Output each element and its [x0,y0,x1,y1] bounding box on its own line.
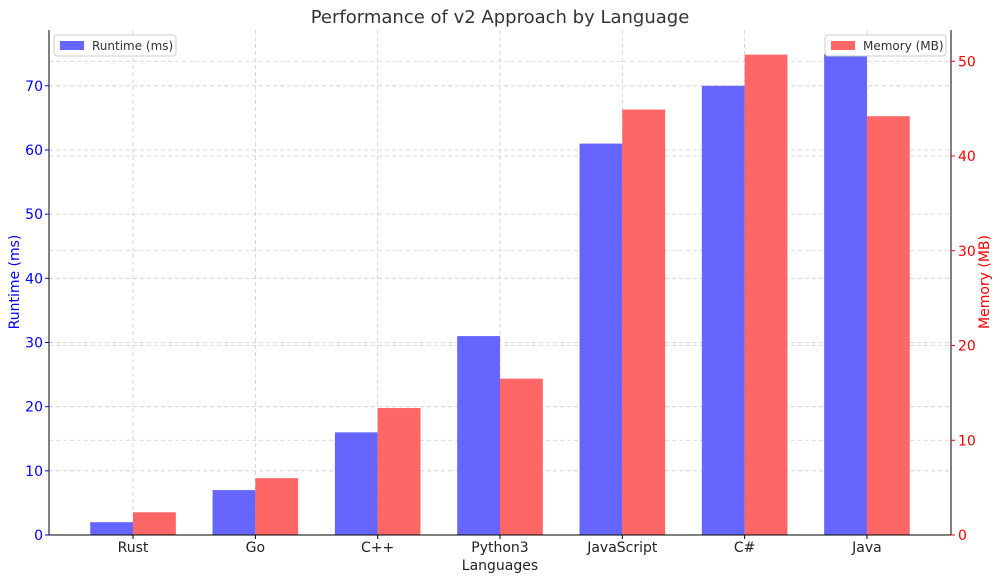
bar-runtime-javascript [579,143,623,535]
bar-runtime-c# [701,85,745,535]
y-tick-label: 30 [25,335,43,351]
y-tick-label: 0 [34,528,43,544]
x-tick-label: Python3 [471,540,528,556]
y2-tick-label: 50 [958,54,976,70]
y-tick-label: 40 [25,271,43,287]
y2-tick-label: 10 [958,433,976,449]
y2-tick-label: 0 [958,528,967,544]
legend-runtime: Runtime (ms) [53,34,177,57]
y2-tick-label: 40 [958,149,976,165]
bar-runtime-go [212,490,256,535]
y2-axis-label: Memory (MB) [977,235,993,329]
legend-memory: Memory (MB) [824,34,947,57]
x-tick-label: Go [246,540,265,556]
y-axis-label: Runtime (ms) [7,235,23,330]
y-tick-label: 20 [25,400,43,416]
legend-label-memory: Memory (MB) [863,39,944,53]
bar-memory-c# [744,54,788,535]
legend-swatch-runtime [60,41,84,50]
x-tick-label: Java [851,540,882,556]
y2-tick-label: 30 [958,244,976,260]
x-axis-label: Languages [462,558,538,574]
y-tick-label: 10 [25,464,43,480]
chart-title: Performance of v2 Approach by Language [311,7,690,28]
bar-runtime-java [824,53,867,535]
y-tick-label: 70 [25,79,43,95]
legend-label-runtime: Runtime (ms) [92,39,173,53]
bar-runtime-rust [90,522,134,535]
x-tick-label: C# [734,540,756,556]
bar-memory-rust [133,512,176,535]
bar-memory-java [866,116,910,535]
bar-memory-python3 [500,378,543,535]
y-tick-label: 60 [25,143,43,159]
y-tick-label: 50 [25,207,43,223]
bar-memory-c++ [377,408,421,535]
bar-memory-javascript [622,109,666,535]
bar-memory-go [255,478,299,535]
x-tick-label: JavaScript [586,540,658,556]
bar-runtime-c++ [334,432,378,535]
legend-swatch-memory [831,41,855,50]
y2-tick-label: 20 [958,339,976,355]
x-tick-label: Rust [118,540,149,556]
bar-runtime-python3 [457,336,500,535]
x-tick-label: C++ [361,540,394,556]
